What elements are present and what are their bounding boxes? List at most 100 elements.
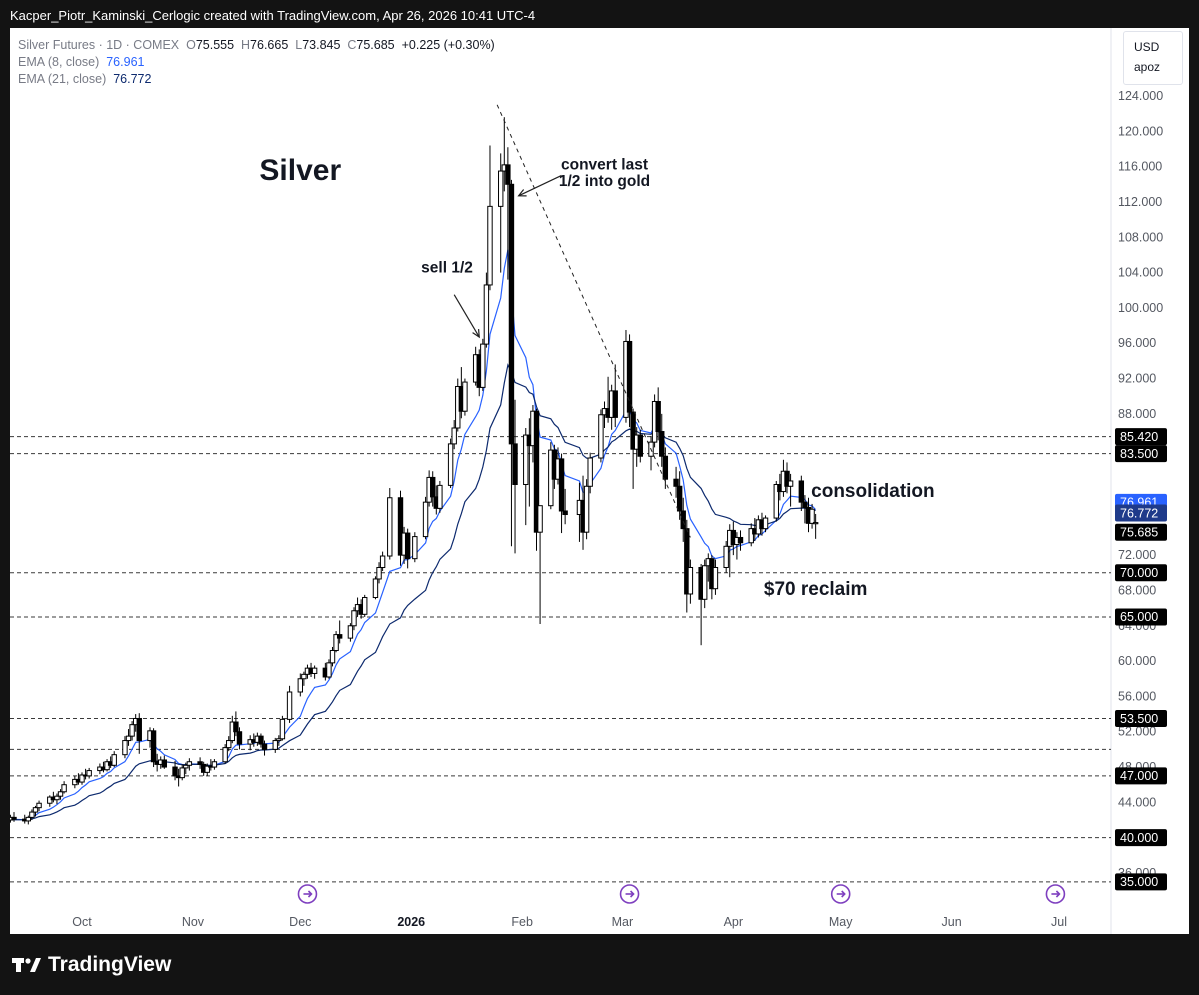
candle [483, 272, 490, 348]
ema8-row[interactable]: EMA (8, close) 76.961 [18, 54, 495, 71]
candle-body [483, 284, 490, 345]
candle-body [462, 381, 468, 412]
price-tick-label: 52.000 [1118, 725, 1156, 739]
time-tick-label[interactable]: Nov [182, 915, 205, 929]
candle-body [812, 522, 819, 525]
candle-body [122, 740, 128, 756]
price-tick-label: 72.000 [1118, 548, 1156, 562]
candle-body [773, 484, 779, 519]
candle [54, 793, 60, 805]
candle [684, 519, 690, 613]
candle-body [197, 761, 203, 765]
time-tick-label[interactable]: Jul [1051, 915, 1067, 929]
time-tick-label[interactable]: May [829, 915, 853, 929]
time-tick-label[interactable]: Feb [511, 915, 533, 929]
candle-body [748, 528, 754, 544]
time-tick-label[interactable]: Jun [942, 915, 962, 929]
candle-body [57, 791, 64, 797]
candle [673, 466, 679, 498]
candle [655, 387, 661, 441]
candle-body [179, 767, 185, 779]
candle [25, 815, 32, 825]
candle-body [362, 597, 368, 615]
candle [236, 727, 243, 750]
chart-panel[interactable]: Silver sell 1/2 convert last 1/2 into gold c… [10, 28, 1189, 934]
unit-label[interactable]: apoz [1134, 60, 1161, 74]
economic-event-icon[interactable] [830, 884, 851, 904]
candle [222, 744, 228, 764]
level-price-tag-box [1115, 445, 1167, 463]
candle [86, 767, 92, 779]
time-tick-label[interactable]: Mar [612, 915, 634, 929]
candle [537, 505, 543, 625]
event-markers[interactable] [297, 884, 1066, 904]
candle [508, 179, 515, 547]
candle [680, 497, 686, 542]
low-label: L [295, 38, 303, 52]
candle [79, 772, 85, 785]
time-tick-label[interactable]: Oct [72, 915, 92, 929]
candle [712, 559, 719, 595]
candle-body [311, 667, 318, 674]
candle [412, 532, 418, 563]
candle-body [655, 401, 661, 433]
ema21-row[interactable]: EMA (21, close) 76.772 [18, 71, 495, 88]
economic-event-icon[interactable] [297, 884, 318, 904]
candle-body [533, 410, 540, 533]
change-value: +0.225 (+0.30%) [401, 38, 495, 52]
candle-body [86, 770, 92, 777]
candle [447, 438, 454, 489]
price-tick-label: 116.000 [1118, 160, 1162, 174]
annotation-text: 1/2 into gold [559, 173, 650, 190]
annotation-arrow [517, 174, 562, 197]
candle-body [125, 735, 132, 742]
time-tick-label[interactable]: 2026 [397, 915, 425, 929]
price-tag-box [1115, 523, 1167, 541]
candle [111, 751, 117, 768]
currency-label[interactable]: USD [1134, 40, 1160, 54]
candle [404, 528, 411, 569]
candle [505, 147, 511, 280]
candle [612, 364, 618, 428]
candle [773, 480, 779, 522]
candle [626, 334, 633, 428]
price-tag-label: 76.772 [1120, 506, 1158, 520]
price-tick-label: 56.000 [1118, 689, 1156, 703]
candle-body [387, 497, 393, 557]
currency-unit-box[interactable]: USD apoz [1123, 31, 1183, 85]
candle [659, 413, 665, 467]
candle-body [297, 678, 304, 693]
chart-caption: Kacper_Piotr_Kaminski_Cerlogic created w… [10, 8, 536, 23]
event-icon-head [629, 890, 635, 898]
candle [172, 760, 178, 781]
candle-body [762, 517, 769, 530]
time-tick-label[interactable]: Dec [289, 915, 311, 929]
candle [784, 462, 790, 494]
candle-body [333, 634, 339, 651]
candle-body [587, 457, 593, 487]
symbol-name[interactable]: Silver Futures · 1D · COMEX [18, 38, 180, 52]
candle [197, 757, 203, 769]
candle-body [376, 566, 382, 580]
candle-body [451, 427, 457, 445]
candle [161, 755, 168, 769]
candle [129, 721, 135, 741]
candle-body [261, 743, 268, 750]
time-tick-label[interactable]: Apr [724, 915, 743, 929]
candle-body [508, 183, 515, 445]
price-tag-label: 75.685 [1120, 525, 1158, 539]
candle-body [487, 205, 493, 286]
economic-event-icon[interactable] [619, 884, 640, 904]
level-price-tag-box [1115, 829, 1167, 847]
economic-event-icon[interactable] [1045, 884, 1066, 904]
time-axis[interactable]: Oct Nov Dec 2026 Feb Mar Apr May Jun Jul [72, 915, 1067, 929]
candle-body [702, 565, 708, 600]
price-tag-ema21: 76.772 [1115, 504, 1167, 522]
level-price-tag-label: 83.500 [1120, 447, 1158, 461]
candle-body [32, 807, 39, 813]
candle [32, 805, 39, 817]
candle [558, 453, 565, 534]
candle-body [329, 649, 336, 664]
price-axis[interactable]: 124.000 120.000 116.000 112.000 108.000 104.0… [1118, 89, 1163, 880]
